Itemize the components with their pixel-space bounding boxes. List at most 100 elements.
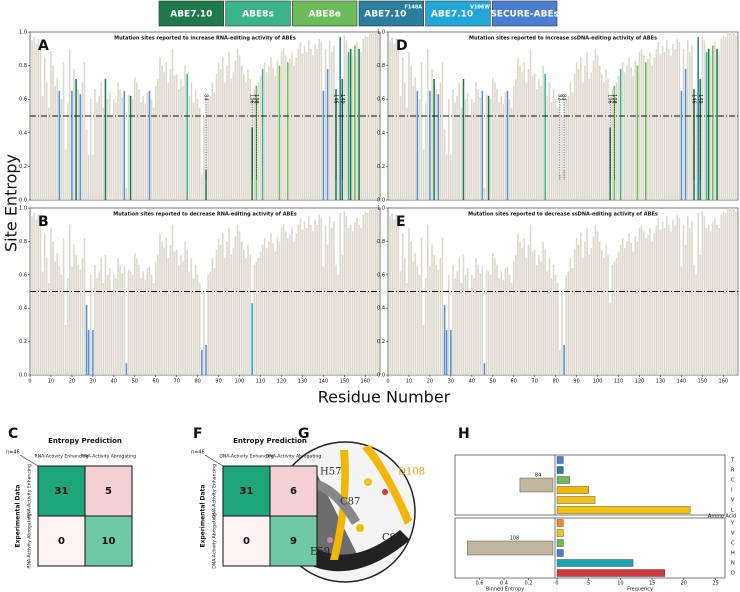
entropy-bar: [37, 38, 40, 200]
entropy-bar: [487, 271, 490, 375]
entropy-bar: [148, 266, 151, 375]
entropy-bar: [418, 99, 421, 200]
entropy-bar: [33, 37, 35, 200]
entropy-bar: [328, 40, 331, 201]
entropy-bar: [163, 72, 165, 200]
entropy-bar: [188, 95, 191, 200]
entropy-bar: [642, 55, 645, 200]
entropy-bar: [136, 258, 138, 375]
legend-swatch: [158, 0, 224, 27]
entropy-bar: [523, 62, 526, 200]
x-tick-label: 0.4: [500, 581, 508, 587]
entropy-bar: [726, 209, 729, 375]
entropy-bar: [310, 48, 312, 200]
entropy-bar: [525, 258, 528, 375]
entropy-bar: [590, 248, 593, 375]
legend-label: ABE7.10: [170, 10, 212, 20]
cell-value: 5: [105, 486, 112, 497]
corner-line: [204, 454, 224, 467]
entropy-bar: [603, 258, 605, 375]
structure-label: C90: [382, 533, 402, 544]
entropy-bar: [366, 213, 369, 375]
highlight-bar: [326, 68, 329, 201]
x-tick-label: 20: [681, 581, 687, 587]
entropy-bar: [209, 271, 212, 375]
entropy-bar: [234, 236, 237, 375]
entropy-bar: [238, 231, 241, 375]
column-label: DNA-Activity Enhancing: [219, 454, 273, 460]
entropy-bar: [169, 68, 172, 201]
y-tick-label: 0.8: [377, 63, 385, 69]
entropy-bar: [456, 271, 458, 375]
entropy-bar: [66, 278, 69, 375]
entropy-bar: [253, 89, 256, 200]
frequency-bar: [556, 519, 564, 527]
entropy-bar: [372, 209, 375, 375]
y-tick-label: 1.0: [377, 206, 385, 212]
entropy-bar: [293, 241, 295, 375]
entropy-bar: [485, 94, 488, 200]
entropy-bar: [52, 241, 54, 375]
entropy-bar: [96, 102, 98, 200]
entropy-bar: [391, 213, 393, 375]
entropy-bar: [154, 85, 157, 200]
entropy-bar: [523, 238, 526, 375]
matrix-cell: [37, 465, 86, 517]
entropy-bar: [276, 236, 279, 375]
y-tick-label: 0.4: [19, 306, 27, 312]
entropy-bar: [735, 211, 737, 375]
entropy-bar: [730, 33, 733, 201]
entropy-bar: [305, 52, 308, 200]
entropy-bar: [538, 79, 540, 200]
entropy-bar: [161, 65, 163, 200]
entropy-bar: [724, 37, 727, 200]
entropy-bar: [192, 102, 195, 200]
entropy-bar: [163, 248, 165, 375]
subplot-frame: [454, 454, 726, 516]
entropy-bar: [414, 253, 417, 375]
x-tick-label: 15: [649, 581, 655, 587]
x-tick-label: 60: [153, 379, 159, 385]
entropy-bar: [190, 258, 193, 375]
panel-letter: F: [193, 426, 203, 442]
frequency-bar: [556, 486, 589, 494]
entropy-bar: [519, 477, 554, 493]
entropy-bar: [134, 77, 136, 200]
entropy-bar: [362, 214, 365, 375]
entropy-bar: [720, 214, 723, 375]
highlight-bar: [186, 74, 188, 200]
entropy-bar: [184, 65, 186, 200]
entropy-bar: [712, 221, 714, 375]
entropy-bar: [422, 149, 425, 200]
entropy-bar: [178, 89, 180, 200]
x-tick-label: 40: [111, 379, 117, 385]
row-header: Experimental Data: [15, 485, 22, 548]
entropy-bar: [54, 85, 56, 200]
entropy-bar: [609, 303, 611, 375]
panel-title: Mutation sites reported to increase ssDN…: [469, 36, 657, 42]
entropy-bar: [542, 65, 544, 200]
y-tick-label: 0.0: [377, 373, 385, 379]
entropy-bar: [180, 254, 182, 375]
entropy-bar: [299, 42, 302, 200]
y-tick-label: 0.4: [377, 130, 385, 136]
entropy-bar: [286, 238, 289, 375]
entropy-bar: [341, 254, 344, 375]
entropy-bar: [62, 62, 65, 200]
entropy-bar: [272, 67, 274, 200]
entropy-bar: [462, 254, 465, 375]
highlight-bar: [75, 79, 77, 200]
entropy-bar: [582, 82, 584, 200]
entropy-bar: [349, 224, 352, 375]
entropy-bar: [590, 72, 593, 200]
entropy-bar: [498, 278, 500, 375]
highlight-bar: [205, 169, 207, 200]
highlight-bar: [201, 349, 203, 375]
cell-value: 10: [102, 536, 116, 547]
entropy-bar: [598, 241, 601, 375]
corner-line: [19, 454, 39, 467]
entropy-bar: [106, 99, 109, 200]
entropy-bar: [228, 228, 230, 375]
entropy-bar: [121, 273, 124, 375]
structure-label: E59: [310, 547, 330, 558]
